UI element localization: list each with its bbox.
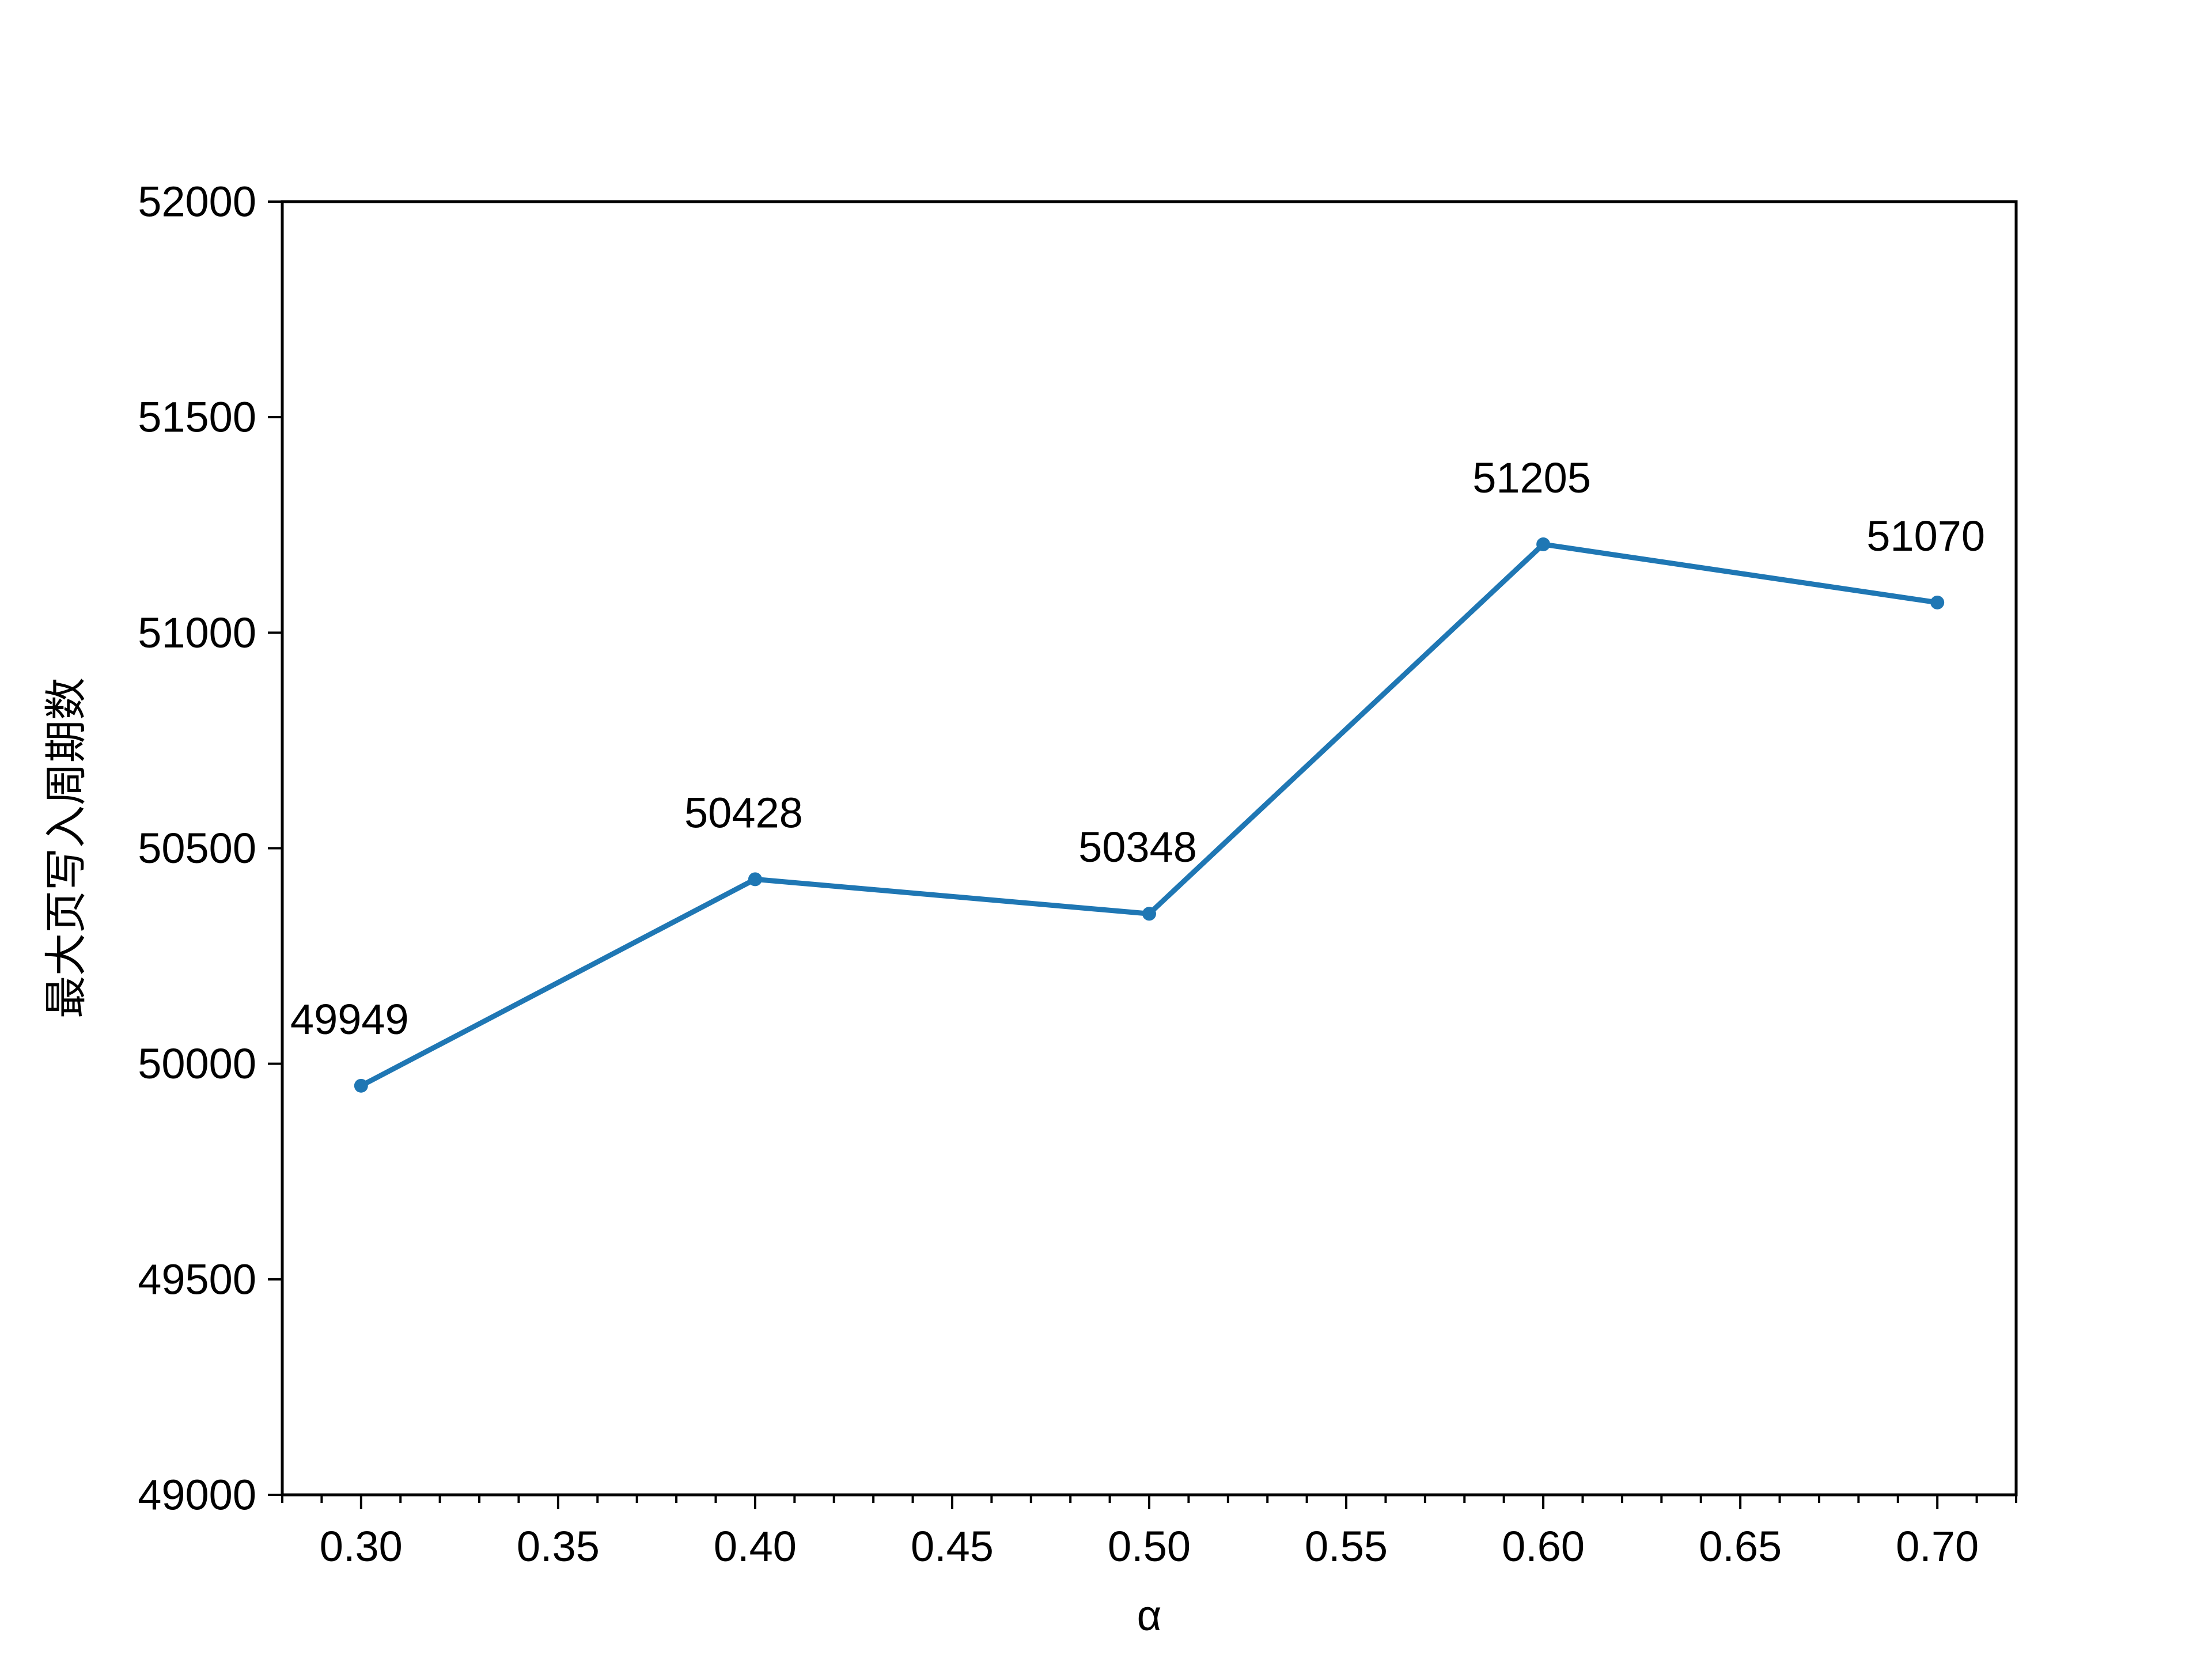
plot-frame bbox=[281, 200, 2018, 1497]
y-axis-title: 最大页写入周期数 bbox=[42, 677, 90, 1018]
x-tick-label: 0.60 bbox=[1502, 1522, 1585, 1570]
y-tick-label: 50500 bbox=[138, 824, 256, 872]
data-labels: 49949 50428 50348 51205 51070 bbox=[290, 454, 1985, 1043]
y-tick-labels: 49000 49500 50000 50500 51000 51500 52000 bbox=[138, 178, 256, 1519]
data-point bbox=[1930, 595, 1945, 609]
data-value-label: 51070 bbox=[1866, 512, 1985, 560]
y-tick-label: 52000 bbox=[138, 178, 256, 226]
data-point bbox=[1142, 907, 1156, 921]
data-value-label: 51205 bbox=[1472, 454, 1591, 502]
series-line bbox=[357, 541, 1941, 1089]
x-tick-label: 0.35 bbox=[517, 1522, 600, 1570]
x-tick-label: 0.70 bbox=[1896, 1522, 1979, 1570]
axis-ticks bbox=[268, 200, 2017, 1509]
x-tick-label: 0.45 bbox=[911, 1522, 994, 1570]
data-value-label: 50348 bbox=[1078, 823, 1197, 871]
x-tick-label: 0.55 bbox=[1305, 1522, 1388, 1570]
x-tick-label: 0.50 bbox=[1108, 1522, 1191, 1570]
y-tick-label: 50000 bbox=[138, 1040, 256, 1088]
data-value-label: 50428 bbox=[684, 789, 803, 836]
data-point bbox=[748, 872, 762, 887]
y-tick-label: 51500 bbox=[138, 393, 256, 441]
x-axis-title: α bbox=[1137, 1592, 1162, 1639]
x-tick-label: 0.65 bbox=[1699, 1522, 1782, 1570]
y-tick-label: 49500 bbox=[138, 1255, 256, 1303]
y-tick-label: 51000 bbox=[138, 609, 256, 657]
y-tick-label: 49000 bbox=[138, 1471, 256, 1519]
x-tick-labels: 0.30 0.35 0.40 0.45 0.50 0.55 0.60 0.65 0.70 bbox=[320, 1522, 1979, 1570]
data-value-label: 49949 bbox=[290, 995, 409, 1043]
x-tick-label: 0.40 bbox=[714, 1522, 797, 1570]
data-point bbox=[1536, 537, 1551, 551]
data-point bbox=[354, 1078, 368, 1093]
series-layer bbox=[354, 537, 1945, 1093]
x-tick-label: 0.30 bbox=[320, 1522, 403, 1570]
